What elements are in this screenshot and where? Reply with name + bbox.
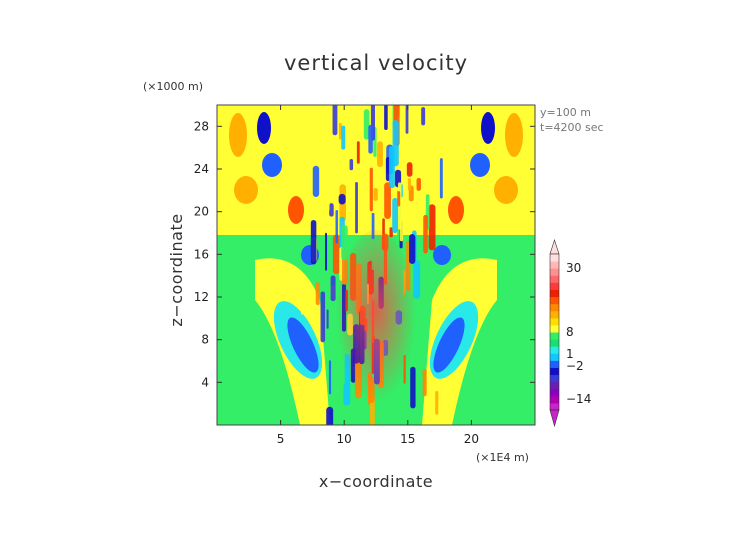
colorbar-swatch: [550, 381, 559, 390]
y-tick-label: 4: [201, 375, 209, 389]
x-axis: 5 10 15 20: [277, 105, 479, 446]
y-tick-label: 8: [201, 333, 209, 347]
colorbar-swatch: [550, 395, 559, 404]
colorbar-swatch: [550, 367, 559, 376]
colorbar-swatch: [550, 332, 559, 340]
colorbar-label: 30: [566, 261, 581, 275]
colorbar-swatch: [550, 346, 559, 354]
colorbar-top-arrow: [549, 239, 560, 255]
y-unit-label: (×1000 m): [143, 80, 203, 93]
colorbar-label: −2: [566, 359, 584, 373]
annotation-t: t=4200 sec: [540, 121, 604, 134]
colorbar-swatch: [550, 296, 559, 305]
colorbar-swatch: [550, 388, 559, 397]
colorbar-bottom-arrow: [549, 409, 560, 428]
colorbar-swatch: [550, 360, 559, 368]
y-axis: 4 8 12 16 20 24 28: [194, 119, 535, 389]
annotation-y: y=100 m: [540, 106, 591, 119]
colorbar-label: −14: [566, 392, 591, 406]
y-tick-label: 20: [194, 205, 209, 219]
colorbar-swatch: [550, 374, 559, 383]
chart-title: vertical velocity: [284, 51, 468, 75]
x-axis-label: x−coordinate: [319, 472, 433, 491]
y-tick-label: 28: [194, 119, 209, 133]
colorbar-swatch: [550, 310, 559, 319]
colorbar-swatch: [550, 282, 559, 290]
colorbar-swatch: [550, 317, 559, 326]
y-tick-label: 16: [194, 247, 209, 261]
colorbar-swatch: [550, 339, 559, 347]
colorbar-swatch: [550, 268, 559, 276]
y-tick-label: 24: [194, 162, 209, 176]
colorbar-label: 8: [566, 325, 574, 339]
x-tick-label: 15: [400, 432, 415, 446]
colorbar-swatch: [550, 353, 559, 361]
colorbar-label: 1: [566, 347, 574, 361]
colorbar-swatch: [550, 254, 559, 262]
plot-frame: [216, 104, 536, 426]
colorbar-swatch: [550, 261, 559, 269]
colorbar-swatch: [550, 303, 559, 312]
colorbar-swatch: [550, 289, 559, 298]
heatmap-plot: [217, 105, 535, 425]
x-unit-label: (×1E4 m): [476, 451, 529, 464]
x-tick-label: 10: [337, 432, 352, 446]
colorbar-swatch: [550, 402, 559, 411]
y-axis-label: z−coordinate: [167, 213, 186, 326]
y-tick-label: 12: [194, 290, 209, 304]
x-tick-label: 5: [277, 432, 285, 446]
colorbar-swatch: [550, 324, 559, 333]
colorbar-swatch: [550, 275, 559, 283]
x-tick-label: 20: [464, 432, 479, 446]
colorbar: 30 8 1−2 −14: [549, 239, 591, 428]
